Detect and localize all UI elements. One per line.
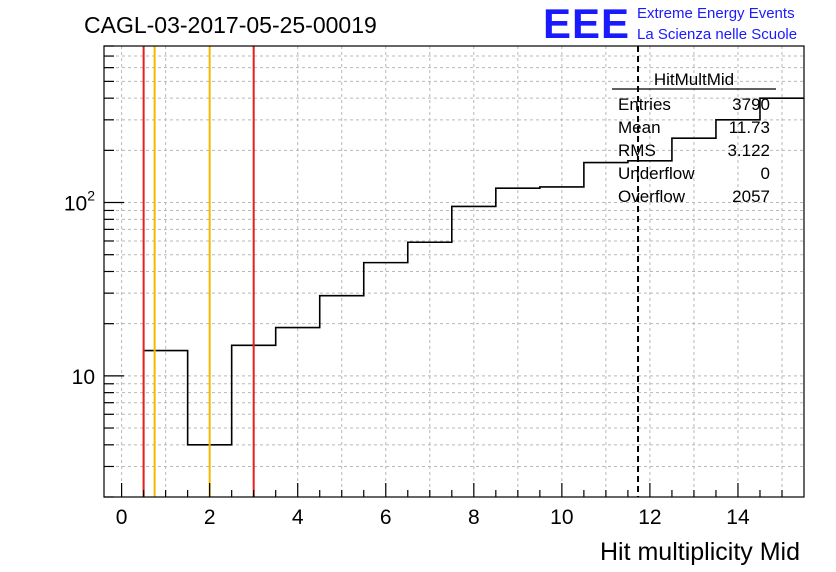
x-tick-label: 4: [292, 506, 304, 529]
x-tick-label: 8: [468, 506, 480, 529]
stats-value: 2057: [732, 187, 770, 206]
x-tick-label: 6: [380, 506, 392, 529]
histogram-outline: [142, 97, 804, 497]
stats-label: Entries: [618, 95, 671, 114]
x-tick-label: 14: [726, 506, 750, 529]
marker-lines: [142, 46, 640, 497]
x-tick-label: 12: [638, 506, 661, 529]
x-axis-label: Hit multiplicity Mid: [600, 538, 800, 566]
stats-value: 11.73: [729, 118, 770, 137]
histogram-bins: [142, 97, 804, 497]
chart-title: CAGL-03-2017-05-25-00019: [84, 12, 377, 38]
stats-value: 3.122: [727, 141, 770, 160]
eee-logo: EEE Extreme Energy Events La Scienza nel…: [543, 0, 797, 47]
stats-title: HitMultMid: [654, 70, 734, 89]
x-tick-labels: 0 2 4 6 8 10 12 14: [116, 506, 750, 529]
y-tick-label: 102: [64, 188, 95, 216]
axis-ticks: [104, 45, 783, 498]
stats-label: Underflow: [618, 164, 695, 183]
stats-label: RMS: [618, 141, 656, 160]
stats-box: HitMultMid Entries 3790 Mean 11.73 RMS 3.122 Un…: [612, 70, 776, 206]
stats-label: Mean: [618, 118, 661, 137]
x-tick-label: 2: [204, 506, 216, 529]
x-tick-label: 10: [550, 506, 573, 529]
y-tick-labels: 10 102: [64, 188, 95, 389]
y-tick-label: 10: [72, 366, 95, 389]
eee-logo-line2: La Scienza nelle Scuole: [637, 26, 797, 43]
eee-logo-mark: EEE: [543, 0, 630, 47]
stats-value: 3790: [732, 95, 770, 114]
eee-logo-line1: Extreme Energy Events: [637, 5, 795, 22]
stats-value: 0: [761, 164, 770, 183]
stats-label: Overflow: [618, 187, 686, 206]
x-tick-label: 0: [116, 506, 128, 529]
